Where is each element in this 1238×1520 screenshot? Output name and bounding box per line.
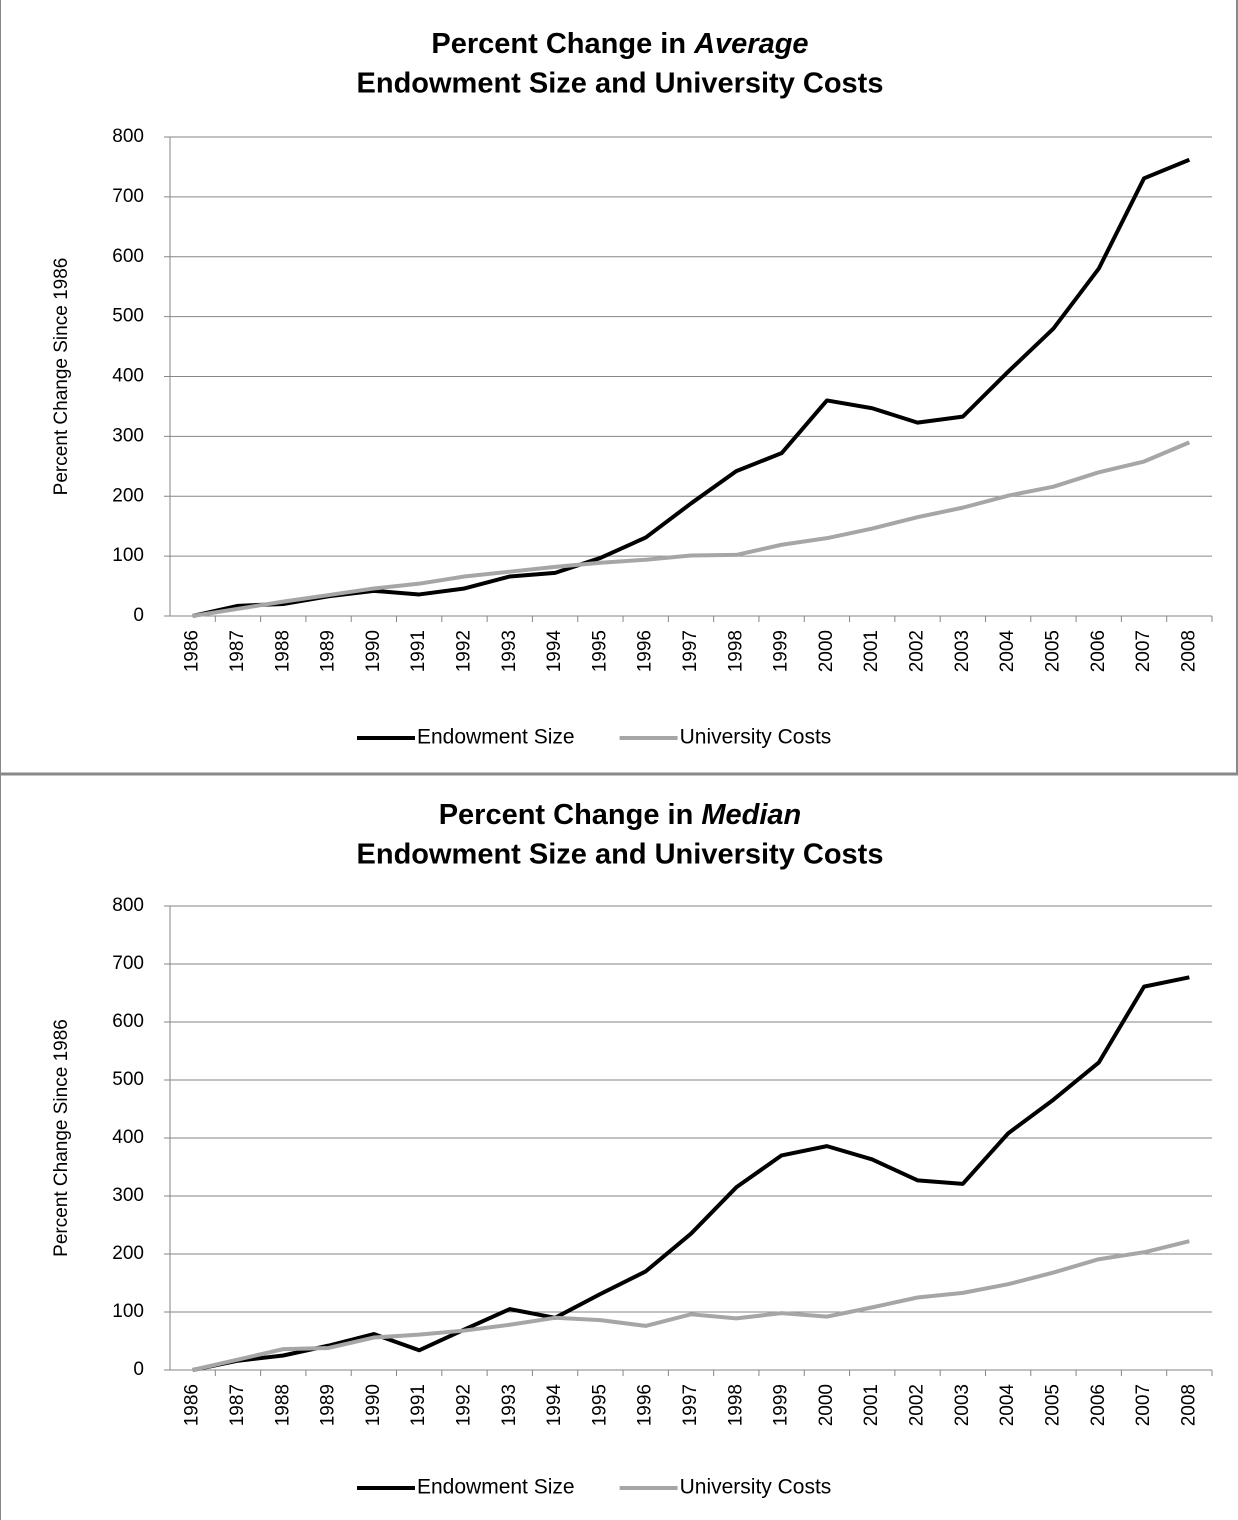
x-tick-label: 2008 <box>1178 1384 1199 1426</box>
x-tick-label: 1989 <box>318 1384 339 1426</box>
x-tick-label: 1996 <box>635 630 656 672</box>
y-tick-label: 500 <box>112 306 144 327</box>
x-tick-label: 1995 <box>589 630 610 672</box>
y-tick-label: 700 <box>112 186 144 207</box>
x-tick-label: 2002 <box>907 630 928 672</box>
x-tick-label: 1994 <box>544 1384 565 1427</box>
x-tick-label: 1990 <box>363 1384 384 1426</box>
x-tick-label: 1994 <box>544 630 565 673</box>
x-tick-label: 1998 <box>725 1384 746 1426</box>
x-tick-label: 1999 <box>771 1384 792 1426</box>
y-axis-label: Percent Change Since 1986 <box>51 258 72 496</box>
x-tick-label: 2007 <box>1133 630 1154 672</box>
x-tick-label: 1996 <box>635 1384 656 1426</box>
x-tick-label: 1990 <box>363 630 384 672</box>
x-tick-label: 2001 <box>861 630 882 672</box>
y-tick-label: 100 <box>112 545 144 566</box>
y-tick-label: 600 <box>112 246 144 267</box>
x-tick-label: 1999 <box>771 630 792 672</box>
chart-title: Endowment Size and University Costs <box>357 839 884 871</box>
chart-title: Endowment Size and University Costs <box>357 68 884 100</box>
y-tick-label: 800 <box>112 895 144 916</box>
y-tick-label: 500 <box>112 1069 144 1090</box>
x-tick-label: 2006 <box>1088 630 1109 672</box>
y-tick-label: 200 <box>112 485 144 506</box>
x-tick-label: 2002 <box>907 1384 928 1426</box>
y-tick-label: 300 <box>112 1185 144 1206</box>
y-tick-label: 800 <box>112 126 144 147</box>
x-tick-label: 2008 <box>1178 630 1199 672</box>
x-tick-label: 1988 <box>272 1384 293 1426</box>
y-tick-label: 200 <box>112 1243 144 1264</box>
x-tick-label: 2004 <box>997 630 1018 673</box>
y-tick-label: 400 <box>112 1127 144 1148</box>
x-tick-label: 1997 <box>680 630 701 672</box>
x-tick-label: 1998 <box>725 630 746 672</box>
x-tick-label: 1988 <box>272 630 293 672</box>
x-tick-label: 1989 <box>318 630 339 672</box>
x-tick-label: 2000 <box>816 1384 837 1426</box>
data-line <box>192 975 1190 1372</box>
x-tick-label: 2003 <box>952 630 973 672</box>
x-tick-label: 1987 <box>227 630 248 672</box>
x-tick-label: 2007 <box>1133 1384 1154 1426</box>
legend-label: University Costs <box>680 726 832 749</box>
y-tick-label: 600 <box>112 1011 144 1032</box>
chart-title: Percent Change in Average <box>431 28 808 60</box>
data-line <box>192 157 1191 618</box>
data-line <box>192 440 1191 618</box>
x-tick-label: 2001 <box>861 1384 882 1426</box>
legend-label: University Costs <box>680 1476 832 1499</box>
legend-label: Endowment Size <box>417 726 575 749</box>
y-tick-label: 300 <box>112 425 144 446</box>
y-tick-label: 400 <box>112 366 144 387</box>
x-tick-label: 1986 <box>182 1384 203 1426</box>
x-tick-label: 1993 <box>499 630 520 672</box>
x-tick-label: 1992 <box>453 1384 474 1426</box>
x-tick-label: 1991 <box>408 1384 429 1426</box>
x-tick-label: 1987 <box>227 1384 248 1426</box>
x-tick-label: 2005 <box>1042 1384 1063 1426</box>
x-tick-label: 2004 <box>997 1384 1018 1427</box>
y-tick-label: 100 <box>112 1301 144 1322</box>
x-tick-label: 1995 <box>589 1384 610 1426</box>
x-tick-label: 1993 <box>499 1384 520 1426</box>
x-tick-label: 2003 <box>952 1384 973 1426</box>
legend-label: Endowment Size <box>417 1476 575 1499</box>
y-tick-label: 0 <box>133 605 144 626</box>
y-tick-label: 0 <box>133 1359 144 1380</box>
x-tick-label: 1991 <box>408 630 429 672</box>
x-tick-label: 1986 <box>182 630 203 672</box>
y-axis-label: Percent Change Since 1986 <box>51 1019 72 1257</box>
y-tick-label: 700 <box>112 953 144 974</box>
data-line <box>192 1239 1190 1372</box>
chart-title: Percent Change in Median <box>439 799 802 831</box>
x-tick-label: 2000 <box>816 630 837 672</box>
x-tick-label: 1992 <box>453 630 474 672</box>
x-tick-label: 2006 <box>1088 1384 1109 1426</box>
x-tick-label: 1997 <box>680 1384 701 1426</box>
x-tick-label: 2005 <box>1042 630 1063 672</box>
